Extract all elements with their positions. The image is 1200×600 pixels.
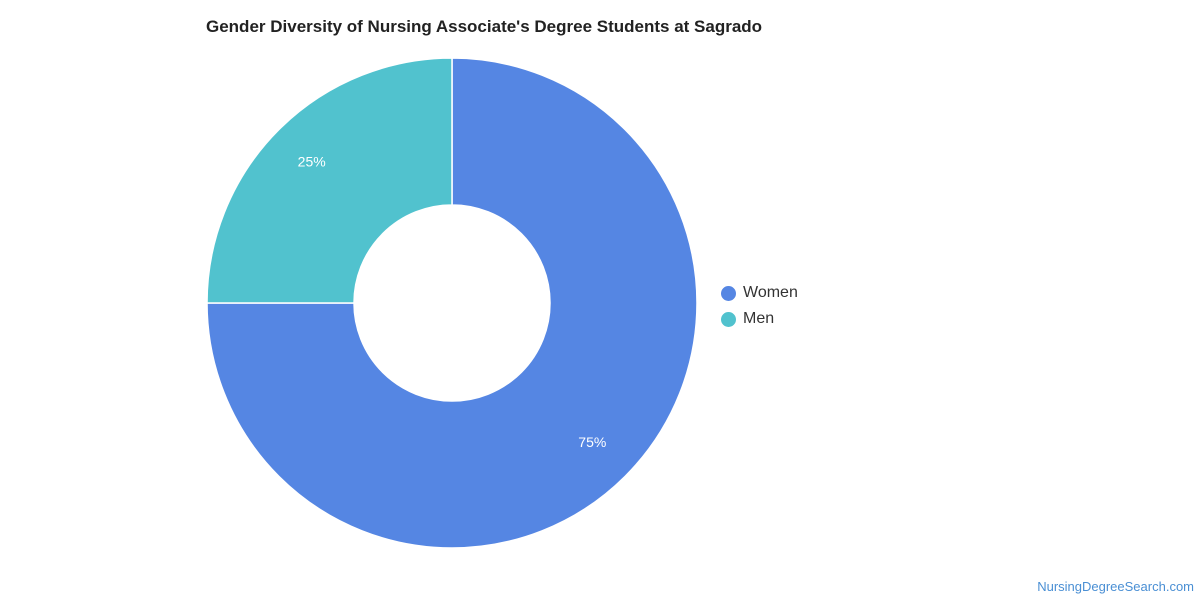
- slice-men[interactable]: [206, 57, 453, 304]
- legend-item-women[interactable]: Women: [721, 280, 798, 306]
- legend-label-men: Men: [743, 310, 775, 327]
- legend-item-men[interactable]: Men: [721, 306, 798, 332]
- slice-label-men: 25%: [298, 153, 326, 169]
- legend-swatch-women: [721, 285, 736, 301]
- slice-label-women: 75%: [578, 434, 606, 450]
- slices-group: [206, 57, 698, 549]
- legend-label-women: Women: [743, 284, 798, 301]
- labels-group: 75% 25%: [298, 153, 607, 450]
- chart-title: Gender Diversity of Nursing Associate's …: [206, 17, 763, 36]
- legend-swatch-men: [721, 311, 736, 327]
- slice-women[interactable]: [206, 57, 698, 549]
- legend: Women Men: [721, 280, 798, 332]
- source-link[interactable]: NursingDegreeSearch.com: [1037, 579, 1194, 594]
